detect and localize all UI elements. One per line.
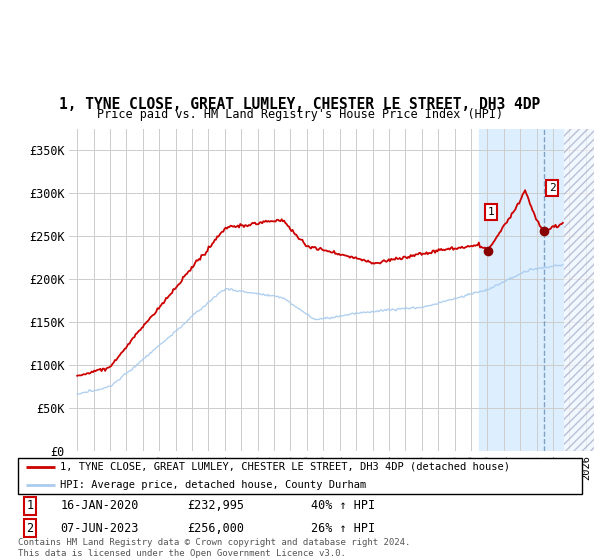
Text: 1: 1	[26, 500, 34, 512]
Text: Price paid vs. HM Land Registry's House Price Index (HPI): Price paid vs. HM Land Registry's House …	[97, 108, 503, 121]
Bar	[479, 129, 594, 451]
Text: 1: 1	[488, 207, 494, 217]
Text: 2: 2	[548, 183, 556, 193]
Text: Contains HM Land Registry data © Crown copyright and database right 2024.
This d: Contains HM Land Registry data © Crown c…	[18, 538, 410, 558]
Text: 40% ↑ HPI: 40% ↑ HPI	[311, 500, 376, 512]
Text: 16-JAN-2020: 16-JAN-2020	[60, 500, 139, 512]
Text: 2: 2	[26, 522, 34, 535]
Text: £232,995: £232,995	[187, 500, 244, 512]
FancyBboxPatch shape	[18, 458, 582, 494]
Text: 26% ↑ HPI: 26% ↑ HPI	[311, 522, 376, 535]
Text: £256,000: £256,000	[187, 522, 244, 535]
Text: HPI: Average price, detached house, County Durham: HPI: Average price, detached house, Coun…	[60, 480, 367, 490]
Bar	[565, 129, 594, 451]
Text: 07-JUN-2023: 07-JUN-2023	[60, 522, 139, 535]
Text: 1, TYNE CLOSE, GREAT LUMLEY, CHESTER LE STREET, DH3 4DP (detached house): 1, TYNE CLOSE, GREAT LUMLEY, CHESTER LE …	[60, 461, 510, 472]
Text: 1, TYNE CLOSE, GREAT LUMLEY, CHESTER LE STREET, DH3 4DP: 1, TYNE CLOSE, GREAT LUMLEY, CHESTER LE …	[59, 97, 541, 112]
